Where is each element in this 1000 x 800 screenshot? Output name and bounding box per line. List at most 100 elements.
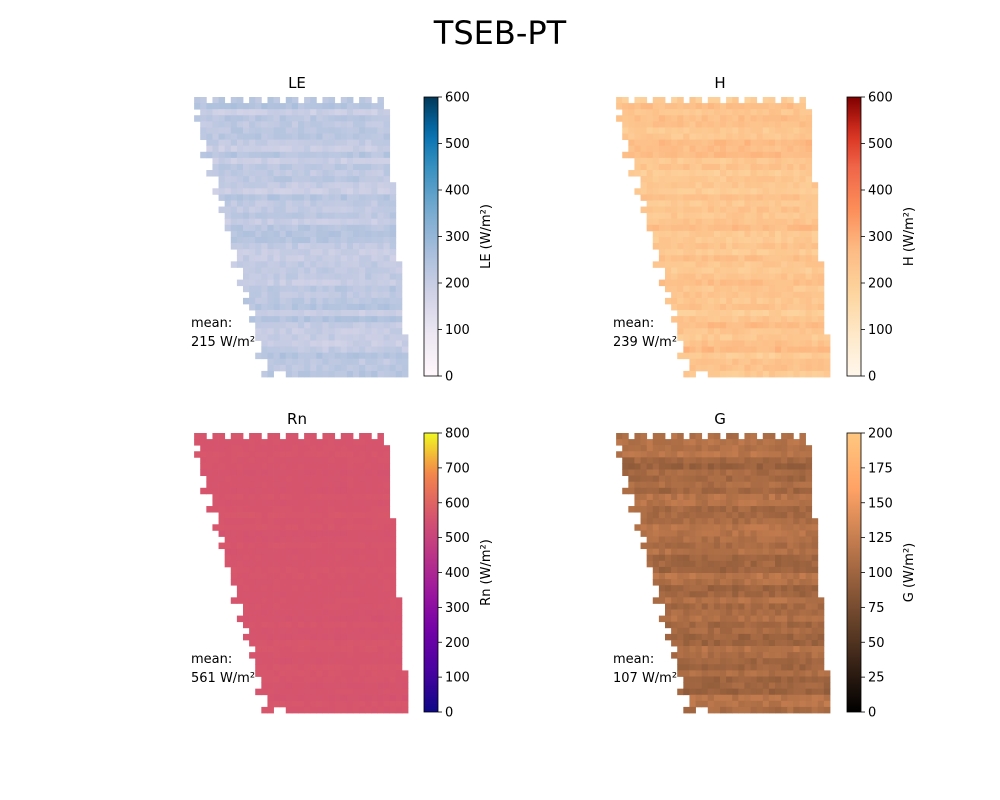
heat-cell [781, 579, 788, 586]
heat-cell [726, 591, 733, 598]
heat-cell [371, 334, 378, 341]
heat-cell [775, 151, 782, 159]
heat-cell [811, 261, 819, 268]
heat-cell [658, 463, 666, 470]
heat-cell [658, 493, 666, 501]
heat-cell [279, 652, 287, 659]
heat-cell [267, 121, 274, 128]
heat-cell [267, 237, 274, 244]
heat-cell [304, 139, 311, 147]
heat-cell [671, 579, 678, 586]
heat-cell [285, 493, 293, 501]
heat-cell [218, 182, 226, 189]
heat-cell [689, 297, 696, 305]
heat-cell [346, 103, 354, 110]
heat-cell [805, 176, 813, 183]
heat-cell [720, 554, 727, 562]
heat-cell [230, 115, 238, 122]
heat-cell [726, 255, 733, 262]
heat-cell [285, 615, 293, 623]
heat-cell [781, 445, 788, 452]
heat-cell [334, 255, 342, 262]
heat-cell [267, 249, 274, 256]
heat-cell [261, 566, 268, 574]
heat-cell [218, 518, 226, 525]
heat-cell [713, 267, 721, 274]
heat-cell [799, 145, 806, 153]
heat-cell [365, 658, 372, 665]
heat-cell [793, 518, 800, 525]
heat-cell [738, 157, 745, 165]
heatmap-cells [616, 97, 831, 378]
heat-cell [377, 682, 384, 690]
heat-cell [243, 439, 250, 446]
heat-cell [628, 475, 635, 483]
heat-cell [671, 127, 678, 134]
heat-cell [365, 346, 372, 354]
heat-cell [389, 682, 397, 690]
heat-cell [340, 285, 348, 293]
heat-cell [756, 151, 764, 159]
heat-cell [334, 439, 342, 446]
heat-cell [707, 633, 715, 641]
heat-cell [236, 585, 244, 592]
heat-cell [695, 603, 703, 610]
heat-cell [671, 255, 678, 262]
heat-cell [340, 670, 348, 677]
heat-cell [359, 297, 366, 305]
heat-cell [775, 163, 782, 171]
heat-cell [328, 499, 336, 507]
heat-cell [652, 560, 660, 568]
heat-cell [401, 676, 409, 683]
heat-cell [640, 475, 648, 483]
heat-cell [279, 218, 287, 226]
heat-cell [298, 145, 305, 153]
heat-cell [353, 530, 360, 537]
heat-cell [291, 481, 299, 489]
heat-cell [273, 579, 281, 586]
heat-cell [206, 103, 213, 110]
heat-cell [799, 127, 806, 134]
heat-cell [273, 463, 281, 470]
heat-cell [756, 182, 764, 189]
heat-cell [291, 676, 299, 683]
colorbar-tick-label: 400 [445, 184, 470, 199]
heat-cell [365, 230, 372, 238]
heat-cell [665, 603, 672, 610]
heat-cell [775, 542, 782, 550]
heat-cell [346, 633, 354, 641]
heat-cell [811, 212, 819, 220]
heat-cell [365, 694, 372, 702]
heat-cell [304, 524, 311, 531]
heat-cell [768, 658, 776, 665]
heat-cell [701, 530, 709, 537]
heat-cell [799, 664, 806, 671]
heat-cell [646, 151, 654, 159]
heat-cell [340, 316, 348, 323]
heat-cell [371, 170, 378, 177]
heat-cell [756, 554, 764, 562]
heat-cell [652, 109, 660, 116]
heat-cell [353, 542, 360, 550]
heat-cell [243, 243, 250, 250]
colorbar-label: LE (W/m²) [479, 204, 494, 269]
heat-cell [255, 157, 262, 165]
heat-cell [328, 139, 336, 147]
heat-cell [377, 481, 384, 489]
heat-cell [817, 322, 825, 329]
heat-cell [689, 536, 696, 543]
heat-cell [768, 439, 776, 446]
heat-cell [658, 97, 666, 104]
heat-cell [389, 548, 397, 556]
heat-cell [720, 506, 727, 513]
heat-cell [738, 364, 745, 372]
heat-cell [787, 469, 794, 477]
heat-cell [781, 639, 788, 647]
heat-cell [273, 548, 281, 556]
heat-cell [224, 548, 232, 556]
heat-cell [224, 530, 232, 537]
heat-cell [316, 157, 323, 165]
heat-cell [658, 506, 666, 513]
heat-cell [665, 518, 672, 525]
heat-cell [236, 97, 244, 104]
